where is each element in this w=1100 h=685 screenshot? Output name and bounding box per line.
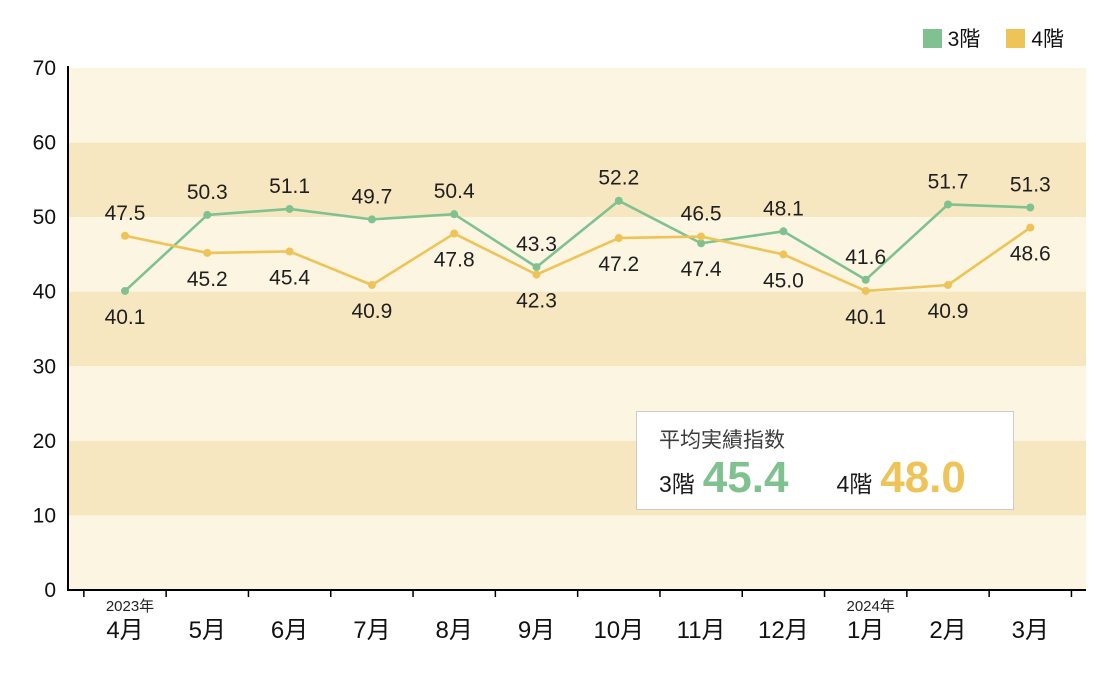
series-0-point — [450, 210, 459, 219]
series-1-value-label: 47.2 — [598, 253, 639, 276]
series-1-value-label: 40.9 — [928, 300, 969, 323]
x-axis-label: 4月 — [106, 617, 143, 644]
x-axis-year-label: 2024年 — [847, 598, 895, 615]
series-1-line — [123, 226, 1032, 293]
y-axis-label: 10 — [33, 504, 56, 527]
x-axis-label: 7月 — [353, 617, 390, 644]
series-1-point — [367, 281, 376, 290]
plot-band — [68, 217, 1086, 292]
series-1-point — [944, 281, 952, 290]
x-axis-label: 8月 — [436, 617, 473, 644]
series-0-line — [123, 199, 1032, 293]
series-0-point — [285, 204, 294, 213]
series-1-value-label: 47.4 — [681, 258, 722, 281]
series-0-point — [1026, 203, 1035, 212]
average-box-title: 平均実績指数 — [659, 429, 785, 452]
series-0-value-label: 49.7 — [351, 185, 392, 208]
series-0-value-label: 51.3 — [1010, 173, 1051, 196]
series-1-value-label: 48.6 — [1010, 243, 1051, 266]
series-0-value-label: 50.4 — [434, 180, 475, 203]
x-axis-label: 6月 — [271, 617, 308, 644]
series-1-value-label: 47.8 — [434, 249, 475, 272]
legend-label-floor4: 4階 — [1031, 28, 1064, 51]
x-axis-label: 12月 — [758, 617, 809, 644]
y-axis-label: 70 — [33, 57, 56, 80]
series-1-value-label: 45.0 — [763, 269, 804, 292]
series-1-point — [450, 229, 459, 238]
series-0-value-label: 41.6 — [845, 246, 886, 269]
series-0-value-label: 40.1 — [105, 306, 146, 329]
x-axis-label: 9月 — [518, 617, 555, 644]
x-axis-label: 1月 — [847, 617, 884, 644]
average-value-floor4: 48.0 — [880, 453, 966, 502]
legend-label-floor3: 3階 — [947, 28, 981, 51]
average-value-floor3: 45.4 — [702, 453, 789, 502]
x-axis-label: 2月 — [929, 617, 966, 644]
series-1-value-label: 47.5 — [105, 202, 146, 225]
series-1-value-label: 42.3 — [516, 290, 557, 313]
y-axis-label: 0 — [44, 579, 56, 602]
series-0-value-label: 51.1 — [269, 175, 310, 198]
series-0-point — [944, 200, 952, 209]
series-1-point — [121, 231, 129, 240]
plot-band — [68, 515, 1086, 590]
x-axis-label: 11月 — [677, 617, 726, 644]
average-box: 平均実績指数 3階 45.4 4階 48.0 — [636, 411, 1014, 510]
series-1-point — [532, 270, 541, 279]
average-box-stats: 3階 45.4 4階 48.0 — [659, 456, 991, 500]
series-1-point — [861, 286, 870, 295]
series-1-point — [203, 248, 212, 257]
plot-band — [68, 142, 1086, 218]
series-0-value-label: 46.5 — [681, 203, 722, 226]
series-0-point — [532, 263, 541, 272]
series-1-value-label: 45.2 — [187, 268, 228, 291]
series-1-value-label: 40.1 — [845, 306, 886, 329]
legend-item-floor4: 4階 — [1006, 23, 1064, 53]
legend: 3階 4階 — [922, 23, 1064, 53]
series-0-point — [614, 196, 623, 205]
legend-swatch-floor3 — [922, 28, 942, 48]
series-0-value-label: 52.2 — [598, 167, 639, 190]
y-axis-label: 50 — [33, 206, 56, 229]
series-1-value-label: 40.9 — [351, 300, 392, 323]
average-label-floor3: 3階 — [659, 471, 695, 497]
plot-band — [68, 291, 1086, 367]
x-axis-label: 10月 — [593, 617, 644, 644]
series-0-point — [779, 227, 788, 236]
y-axis-label: 60 — [33, 132, 56, 155]
series-0-point — [121, 286, 129, 295]
series-1-point — [1026, 223, 1035, 232]
series-0-value-label: 43.3 — [516, 233, 557, 256]
x-axis-year-label: 2023年 — [106, 598, 154, 615]
series-0-point — [697, 239, 706, 248]
y-axis-label: 20 — [33, 430, 56, 453]
legend-item-floor3: 3階 — [922, 23, 981, 53]
series-0-value-label: 50.3 — [187, 181, 228, 204]
series-0-value-label: 48.1 — [763, 197, 804, 220]
series-0-value-label: 51.7 — [928, 170, 969, 193]
series-0-point — [367, 215, 376, 224]
series-1-value-label: 45.4 — [269, 266, 310, 289]
series-0-point — [861, 275, 870, 284]
plot-band — [68, 68, 1086, 143]
y-axis-label: 30 — [33, 355, 56, 378]
legend-swatch-floor4 — [1006, 28, 1026, 48]
x-axis-label: 3月 — [1012, 617, 1049, 644]
average-label-floor4: 4階 — [836, 471, 873, 497]
x-axis-label: 5月 — [189, 617, 226, 644]
y-axis-label: 40 — [33, 281, 56, 304]
series-1-point — [779, 250, 788, 259]
series-1-point — [614, 234, 623, 243]
series-1-point — [697, 232, 706, 241]
series-0-point — [203, 210, 212, 219]
series-1-point — [285, 247, 294, 256]
